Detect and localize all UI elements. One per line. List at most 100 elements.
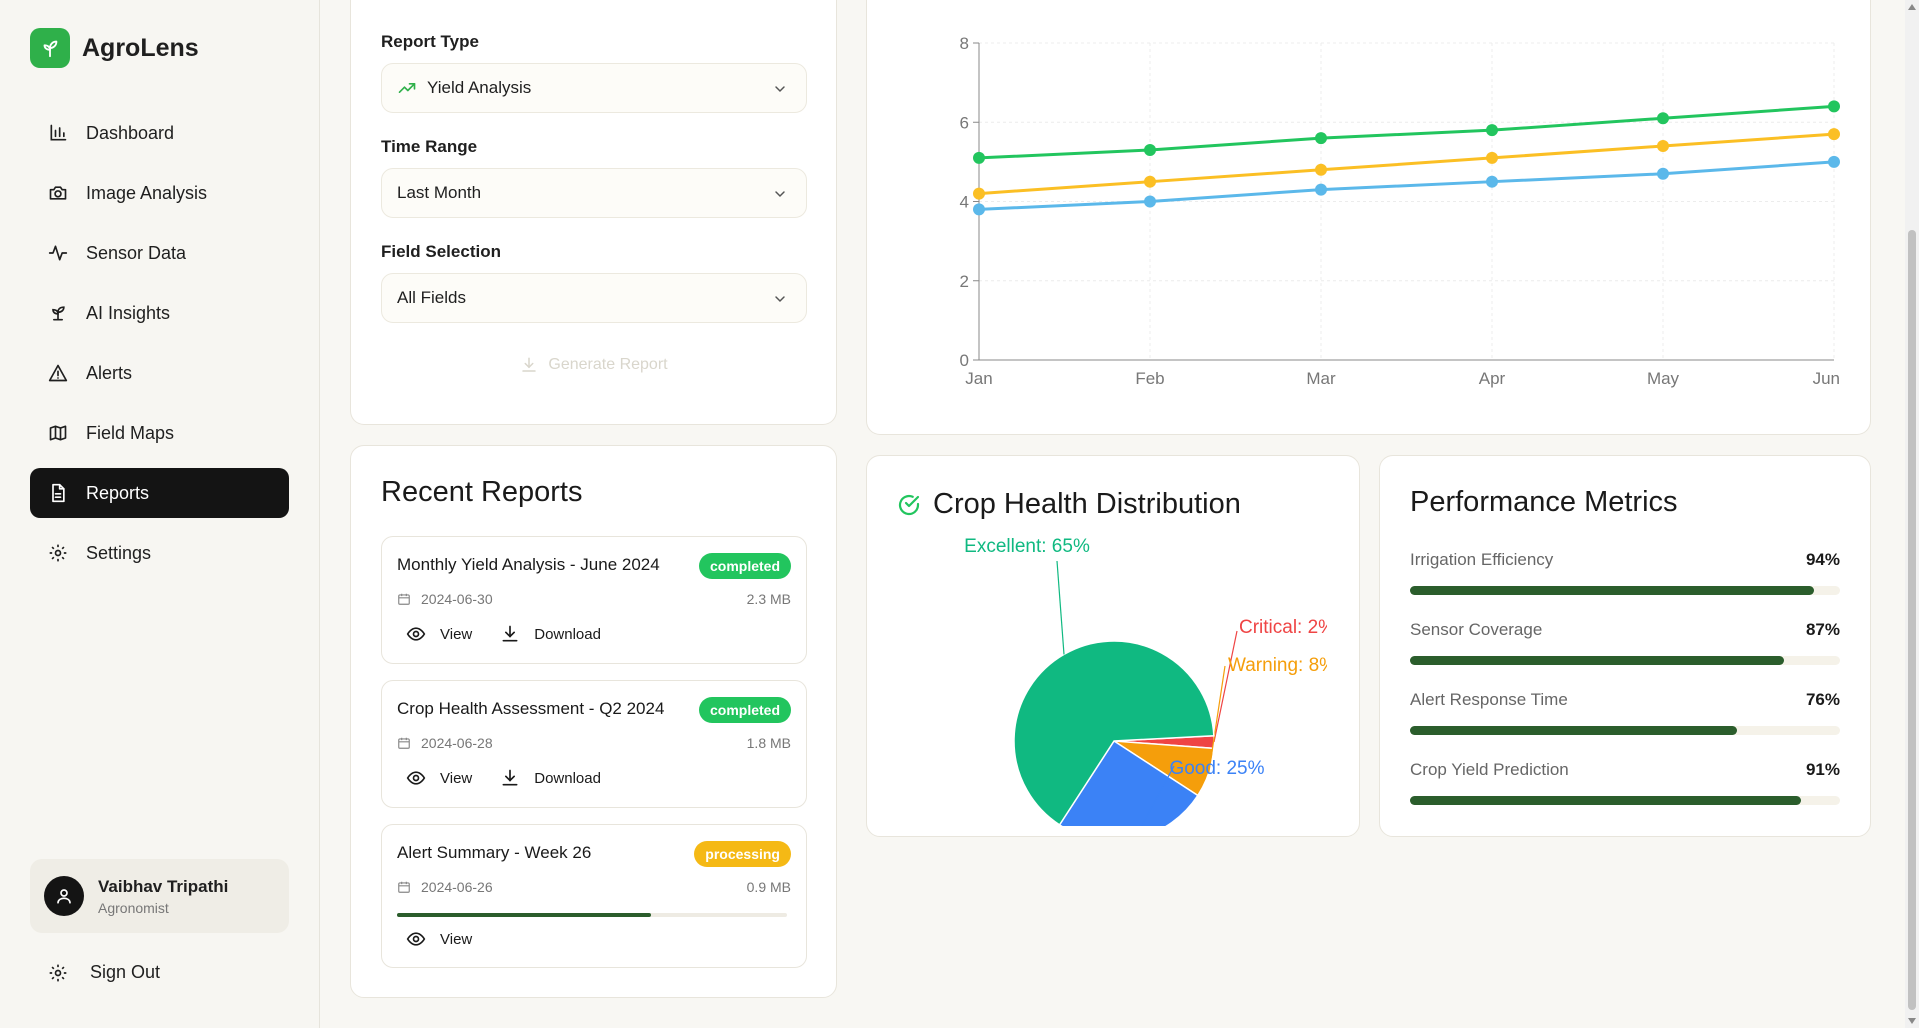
series-blue-point[interactable] bbox=[1144, 195, 1156, 208]
gear-icon bbox=[49, 964, 67, 981]
x-tick-label: May bbox=[1647, 369, 1680, 388]
report-type-value: Yield Analysis bbox=[427, 78, 532, 97]
metric-value: 91% bbox=[1805, 760, 1840, 779]
series-blue-point[interactable] bbox=[973, 203, 985, 216]
nav-item-alerts[interactable]: Alerts bbox=[30, 348, 289, 398]
report-title: Monthly Yield Analysis - June 2024 bbox=[397, 555, 660, 574]
view-button[interactable]: View bbox=[406, 768, 472, 788]
report-size: 2.3 MB bbox=[746, 591, 791, 607]
chevron-down-icon bbox=[775, 191, 785, 198]
series-green-point[interactable] bbox=[1315, 132, 1327, 145]
nav-item-image-analysis[interactable]: Image Analysis bbox=[30, 168, 289, 218]
user-icon bbox=[57, 889, 71, 904]
user-role: Agronomist bbox=[98, 899, 169, 916]
status-badge: processing bbox=[694, 841, 791, 867]
series-yellow-point[interactable] bbox=[1315, 163, 1327, 176]
x-tick-label: Apr bbox=[1479, 369, 1506, 388]
field-selection-label: Field Selection bbox=[381, 242, 501, 261]
scroll-thumb[interactable] bbox=[1908, 230, 1916, 1010]
view-button[interactable]: View bbox=[406, 624, 472, 644]
series-yellow-point[interactable] bbox=[1828, 128, 1840, 141]
generate-report-label: Generate Report bbox=[548, 356, 668, 373]
series-blue-point[interactable] bbox=[1486, 175, 1498, 188]
line-chart: 0 2 4 6 8 Jan Feb Mar Apr May Jun bbox=[960, 34, 1840, 388]
field-selection-value: All Fields bbox=[397, 288, 466, 307]
pie-label-leader bbox=[1208, 665, 1226, 773]
series-green-point[interactable] bbox=[973, 151, 985, 164]
series-blue-point[interactable] bbox=[1315, 183, 1327, 196]
view-button[interactable]: View bbox=[406, 929, 472, 949]
user-card[interactable]: Vaibhav Tripathi Agronomist bbox=[30, 859, 289, 933]
pie-label-leader bbox=[1056, 560, 1065, 655]
time-range-label: Time Range bbox=[381, 137, 478, 156]
download-icon bbox=[502, 625, 518, 642]
file-icon bbox=[52, 483, 65, 503]
nav-item-settings[interactable]: Settings bbox=[30, 528, 289, 578]
nav-item-dashboard[interactable]: Dashboard bbox=[30, 108, 289, 158]
pie-slice[interactable] bbox=[1058, 739, 1199, 826]
pie-label-leader bbox=[1141, 765, 1175, 826]
metric-bar bbox=[1410, 726, 1840, 735]
performance-metrics-card: Performance Metrics Irrigation Efficienc… bbox=[1379, 455, 1871, 837]
page-scrollbar[interactable] bbox=[1905, 0, 1919, 1028]
nav-item-reports[interactable]: Reports bbox=[30, 468, 289, 518]
series-yellow-point[interactable] bbox=[1486, 151, 1498, 164]
time-range-select[interactable]: Last Month bbox=[381, 168, 807, 218]
brand[interactable]: AgroLens bbox=[30, 28, 199, 68]
metric-label: Crop Yield Prediction bbox=[1410, 760, 1569, 779]
nav-label: Dashboard bbox=[86, 122, 175, 143]
download-icon bbox=[522, 357, 537, 372]
nav-item-ai-insights[interactable]: AI Insights bbox=[30, 288, 289, 338]
trending-up-icon bbox=[398, 83, 416, 93]
metric-value: 87% bbox=[1805, 620, 1840, 639]
scroll-up-arrow[interactable] bbox=[1908, 4, 1916, 10]
nav-item-field-maps[interactable]: Field Maps bbox=[30, 408, 289, 458]
report-date-text: 2024-06-28 bbox=[421, 735, 493, 751]
report-item[interactable]: Alert Summary - Week 26 processing 2024-… bbox=[381, 824, 807, 968]
nav-label: Settings bbox=[86, 542, 152, 563]
eye-icon bbox=[406, 627, 426, 641]
x-tick-label: Jun bbox=[1813, 369, 1840, 388]
series-yellow-point[interactable] bbox=[1144, 175, 1156, 188]
view-label: View bbox=[440, 625, 473, 643]
sign-out-button[interactable]: Sign Out bbox=[48, 962, 160, 983]
nav-label: Alerts bbox=[86, 362, 133, 383]
gear-icon bbox=[49, 544, 67, 562]
report-item[interactable]: Crop Health Assessment - Q2 2024 complet… bbox=[381, 680, 807, 808]
series-blue-point[interactable] bbox=[1657, 167, 1669, 180]
generate-report-button[interactable]: Generate Report bbox=[381, 345, 807, 385]
pie-slice[interactable] bbox=[1013, 640, 1215, 826]
metric-sensor-coverage: Sensor Coverage 87% bbox=[1410, 620, 1840, 665]
series-yellow-line bbox=[978, 132, 1835, 196]
calendar-icon bbox=[398, 881, 410, 893]
field-selection-select[interactable]: All Fields bbox=[381, 273, 807, 323]
series-blue-point[interactable] bbox=[1828, 155, 1840, 168]
metric-bar bbox=[1410, 656, 1840, 665]
recent-reports-title: Recent Reports bbox=[381, 476, 583, 508]
series-green-point[interactable] bbox=[1828, 100, 1840, 113]
download-button[interactable]: Download bbox=[500, 624, 601, 644]
x-tick-label: Feb bbox=[1135, 369, 1164, 388]
metric-bar bbox=[1410, 796, 1840, 805]
nav-label: Field Maps bbox=[86, 422, 175, 443]
series-yellow-point[interactable] bbox=[1657, 140, 1669, 153]
report-type-select[interactable]: Yield Analysis bbox=[381, 63, 807, 113]
recent-reports-card: Recent Reports Monthly Yield Analysis - … bbox=[350, 445, 837, 998]
sign-out-label: Sign Out bbox=[90, 962, 161, 982]
series-green-point[interactable] bbox=[1657, 112, 1669, 125]
nav-item-sensor-data[interactable]: Sensor Data bbox=[30, 228, 289, 278]
series-green-point[interactable] bbox=[1144, 143, 1156, 156]
app-name: AgroLens bbox=[82, 33, 199, 62]
report-item[interactable]: Monthly Yield Analysis - June 2024 compl… bbox=[381, 536, 807, 664]
eye-icon bbox=[406, 932, 426, 946]
scroll-down-arrow[interactable] bbox=[1908, 1018, 1916, 1024]
nav-label: AI Insights bbox=[86, 302, 171, 323]
report-date: 2024-06-26 bbox=[397, 879, 493, 895]
pie-slice-label: Excellent: 65% bbox=[964, 536, 1090, 557]
metric-label: Irrigation Efficiency bbox=[1410, 550, 1554, 569]
y-tick-label: 8 bbox=[960, 34, 969, 53]
download-button[interactable]: Download bbox=[500, 768, 601, 788]
series-green-point[interactable] bbox=[1486, 124, 1498, 137]
series-yellow-point[interactable] bbox=[973, 187, 985, 200]
main-nav: Dashboard Image Analysis Sensor Data AI … bbox=[30, 108, 289, 588]
